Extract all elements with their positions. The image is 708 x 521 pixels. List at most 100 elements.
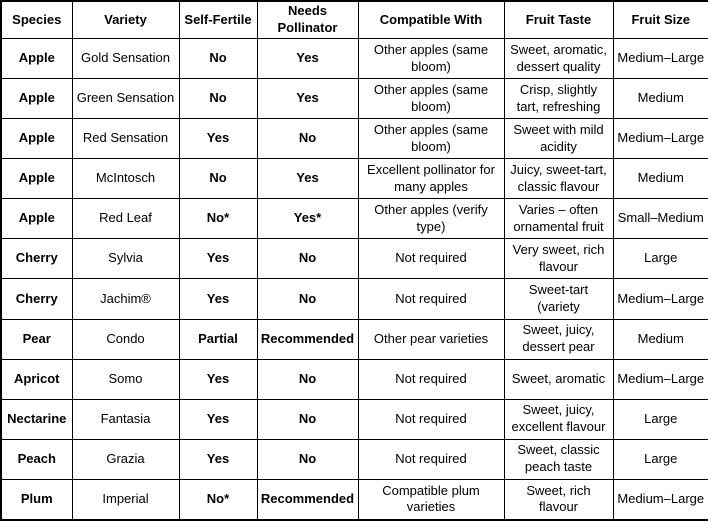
cell-fruit-taste: Sweet, juicy, excellent flavour	[503, 398, 614, 440]
table-row: Apple Green Sensation No Yes Other apples (s…	[0, 78, 708, 120]
cell-variety: Gold Sensation	[71, 37, 180, 80]
cell-variety: McIntosch	[71, 158, 180, 200]
cell-fruit-size: Large	[612, 238, 708, 280]
cell-self-fertile: No*	[178, 478, 258, 521]
cell-fruit-size: Large	[612, 438, 708, 480]
cell-needs-pollinator: Yes*	[256, 198, 359, 240]
cell-species: Apricot	[0, 358, 73, 400]
table-row: Cherry Jachim® Yes No Not required Sweet-tart…	[0, 278, 708, 320]
cell-variety: Grazia	[71, 438, 180, 480]
table-row: Apple McIntosch No Yes Excellent pollinator …	[0, 158, 708, 200]
cell-fruit-size: Medium–Large	[612, 118, 708, 160]
cell-fruit-size: Medium	[612, 318, 708, 360]
cell-fruit-taste: Varies – often ornamental fruit	[503, 198, 614, 240]
cell-compatible-with: Not required	[357, 398, 505, 440]
cell-needs-pollinator: No	[256, 398, 359, 440]
cell-variety: Somo	[71, 358, 180, 400]
cell-compatible-with: Other pear varieties	[357, 318, 505, 360]
cell-species: Apple	[0, 158, 73, 200]
table-row: Cherry Sylvia Yes No Not required Very sweet,…	[0, 238, 708, 280]
cell-self-fertile: Yes	[178, 118, 258, 160]
table-row: Plum Imperial No* Recommended Compatible plu…	[0, 478, 708, 521]
cell-needs-pollinator: Recommended	[256, 318, 359, 360]
cell-variety: Imperial	[71, 478, 180, 521]
table-row: Apple Gold Sensation No Yes Other apples (sa…	[0, 37, 708, 80]
cell-variety: Sylvia	[71, 238, 180, 280]
column-header-compatible-with: Compatible With	[357, 0, 505, 39]
cell-needs-pollinator: No	[256, 358, 359, 400]
table-row: Apple Red Sensation Yes No Other apples (sam…	[0, 118, 708, 160]
cell-variety: Red Leaf	[71, 198, 180, 240]
cell-species: Apple	[0, 118, 73, 160]
cell-species: Pear	[0, 318, 73, 360]
column-header-fruit-taste: Fruit Taste	[503, 0, 614, 39]
cell-needs-pollinator: Yes	[256, 37, 359, 80]
cell-needs-pollinator: No	[256, 118, 359, 160]
column-header-needs-pollinator: Needs Pollinator	[256, 0, 359, 39]
cell-variety: Condo	[71, 318, 180, 360]
cell-compatible-with: Other apples (same bloom)	[357, 118, 505, 160]
column-header-variety: Variety	[71, 0, 180, 39]
cell-fruit-taste: Sweet, aromatic, dessert quality	[503, 37, 614, 80]
table-row: Apricot Somo Yes No Not required Sweet, aroma…	[0, 358, 708, 400]
cell-needs-pollinator: Yes	[256, 78, 359, 120]
cell-self-fertile: Partial	[178, 318, 258, 360]
cell-self-fertile: Yes	[178, 238, 258, 280]
cell-compatible-with: Excellent pollinator for many apples	[357, 158, 505, 200]
cell-self-fertile: Yes	[178, 398, 258, 440]
cell-needs-pollinator: Recommended	[256, 478, 359, 521]
cell-needs-pollinator: Yes	[256, 158, 359, 200]
cell-compatible-with: Other apples (same bloom)	[357, 78, 505, 120]
cell-variety: Green Sensation	[71, 78, 180, 120]
cell-fruit-size: Medium–Large	[612, 358, 708, 400]
cell-fruit-size: Medium–Large	[612, 278, 708, 320]
cell-fruit-taste: Juicy, sweet-tart, classic flavour	[503, 158, 614, 200]
cell-fruit-taste: Sweet, rich flavour	[503, 478, 614, 521]
cell-variety: Jachim®	[71, 278, 180, 320]
table-row: Nectarine Fantasia Yes No Not required Sweet,…	[0, 398, 708, 440]
cell-species: Cherry	[0, 278, 73, 320]
cell-compatible-with: Not required	[357, 358, 505, 400]
cell-fruit-size: Medium	[612, 78, 708, 120]
table-body: Apple Gold Sensation No Yes Other apples (sa…	[0, 37, 708, 521]
cell-fruit-taste: Sweet, classic peach taste	[503, 438, 614, 480]
cell-compatible-with: Other apples (same bloom)	[357, 37, 505, 80]
cell-fruit-taste: Very sweet, rich flavour	[503, 238, 614, 280]
table-row: Apple Red Leaf No* Yes* Other apples (verify…	[0, 198, 708, 240]
cell-fruit-taste: Sweet with mild acidity	[503, 118, 614, 160]
cell-species: Apple	[0, 78, 73, 120]
cell-needs-pollinator: No	[256, 238, 359, 280]
cell-fruit-size: Large	[612, 398, 708, 440]
cell-fruit-taste: Sweet, aromatic	[503, 358, 614, 400]
cell-compatible-with: Compatible plum varieties	[357, 478, 505, 521]
table-row: Peach Grazia Yes No Not required Sweet, class…	[0, 438, 708, 480]
cell-needs-pollinator: No	[256, 438, 359, 480]
cell-self-fertile: No	[178, 158, 258, 200]
cell-self-fertile: Yes	[178, 278, 258, 320]
cell-fruit-taste: Sweet, juicy, dessert pear	[503, 318, 614, 360]
cell-fruit-size: Small–Medium	[612, 198, 708, 240]
cell-species: Peach	[0, 438, 73, 480]
cell-variety: Fantasia	[71, 398, 180, 440]
cell-self-fertile: No	[178, 78, 258, 120]
cell-species: Nectarine	[0, 398, 73, 440]
cell-species: Plum	[0, 478, 73, 521]
column-header-species: Species	[0, 0, 73, 39]
cell-compatible-with: Not required	[357, 438, 505, 480]
cell-compatible-with: Other apples (verify type)	[357, 198, 505, 240]
cell-species: Apple	[0, 37, 73, 80]
cell-compatible-with: Not required	[357, 278, 505, 320]
cell-self-fertile: No	[178, 37, 258, 80]
cell-fruit-size: Medium–Large	[612, 37, 708, 80]
header-row: Species Variety Self-Fertile Needs Pollinat…	[0, 0, 708, 39]
column-header-fruit-size: Fruit Size	[612, 0, 708, 39]
cell-species: Cherry	[0, 238, 73, 280]
cell-species: Apple	[0, 198, 73, 240]
cell-fruit-taste: Crisp, slightly tart, refreshing	[503, 78, 614, 120]
cell-fruit-size: Medium–Large	[612, 478, 708, 521]
table-row: Pear Condo Partial Recommended Other pear va…	[0, 318, 708, 360]
cell-self-fertile: Yes	[178, 358, 258, 400]
cell-fruit-size: Medium	[612, 158, 708, 200]
